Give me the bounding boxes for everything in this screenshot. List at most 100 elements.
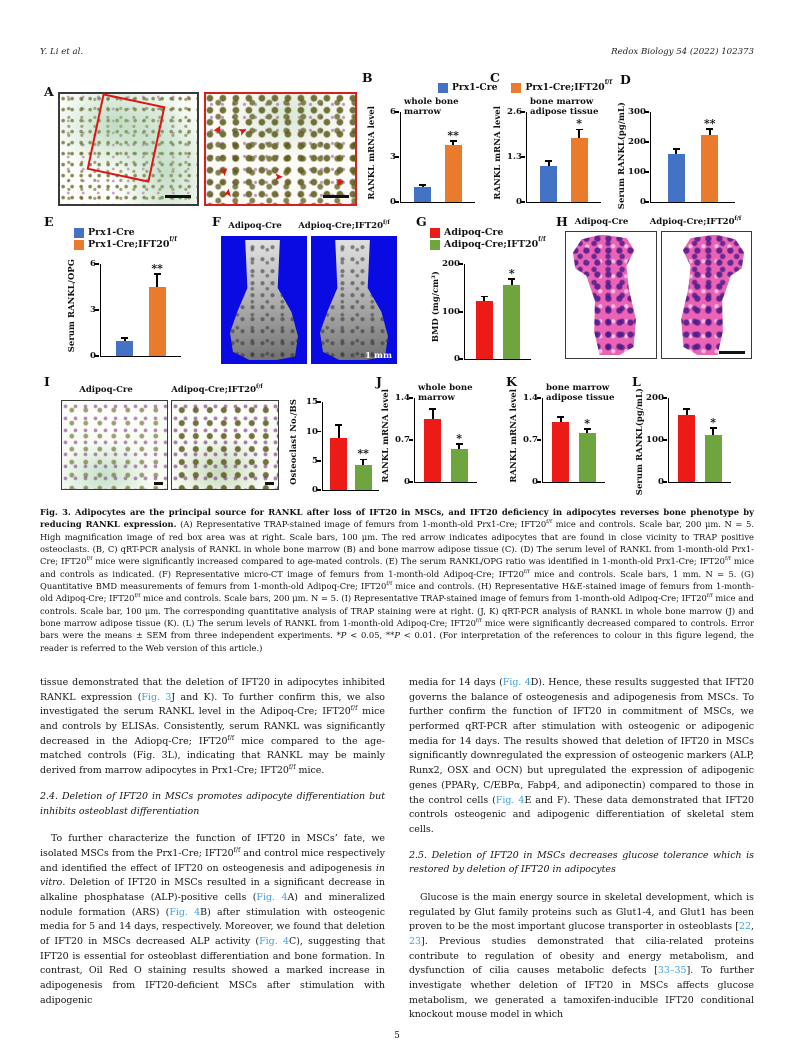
legend-swatch-icon: [438, 83, 448, 93]
tick-label: 200: [646, 393, 664, 404]
tick-label: 0: [312, 485, 318, 496]
citation-link[interactable]: Fig. 4: [495, 794, 525, 806]
significance-stars: **: [704, 117, 716, 131]
tick-label: 0.7: [523, 435, 538, 446]
body-paragraph: media for 14 days (Fig. 4D). Hence, thes…: [409, 677, 754, 835]
tick-mark: [536, 397, 541, 399]
red-arrow-icon: ➤: [334, 175, 345, 189]
scale-bar: [719, 350, 745, 354]
error-bar-cap: [508, 278, 516, 280]
significance-stars: **: [357, 447, 369, 461]
y-axis-label: RANKL mRNA level: [366, 105, 376, 200]
running-journal: Redox Biology 54 (2022) 102373: [611, 47, 754, 57]
tick-label: 6: [90, 259, 96, 270]
superscript: f/f: [546, 519, 552, 526]
bar-Prx1-Cre: [540, 165, 558, 202]
tick-label: 6: [390, 107, 396, 118]
panel-h-labels: Adipoq-Cre Adpioq-Cre;IFT20f/f: [564, 216, 752, 227]
error-bar: [124, 338, 126, 341]
citation-link[interactable]: Fig. 4: [259, 936, 289, 947]
he-mutant: [660, 231, 752, 359]
legend-item: Prx1-Cre: [438, 82, 497, 93]
panel-letter-i: I: [44, 374, 50, 389]
panel-a-trap-image: [58, 92, 199, 206]
error-bar: [712, 428, 714, 435]
error-bar: [432, 410, 434, 419]
citation-link[interactable]: Fig. 3: [141, 691, 172, 703]
bar-Adipoq-Cre: [424, 419, 442, 482]
page-number: 5: [394, 1031, 400, 1041]
citation-link[interactable]: 22: [738, 921, 751, 933]
superscript: f/f: [233, 846, 241, 854]
chart-c-rankl-adipose: RANKL mRNA level 0 1.3 2.6 * bone marrow adip…: [492, 97, 601, 207]
y-axis-label: RANKL mRNA level: [492, 105, 502, 200]
scale-bar: [265, 482, 274, 485]
error-bar-cap: [557, 416, 565, 418]
error-bar-cap: [419, 183, 427, 186]
red-arrow-icon: ➤: [217, 164, 232, 179]
tick-label: 0.7: [395, 435, 410, 446]
tick-label: 10: [306, 426, 318, 437]
scale-bar: [323, 194, 349, 198]
tick-label: 0: [532, 477, 538, 488]
citation-link[interactable]: 23: [409, 936, 422, 947]
tick-mark: [458, 263, 463, 265]
bar-Prx1-Cre: [667, 154, 685, 202]
tick-mark: [644, 171, 649, 173]
legend-swatch-icon: [511, 83, 522, 93]
superscript: f/f: [725, 556, 731, 563]
legend-panel-e: Prx1-Cre Prx1-Cre;IFT20 f/f: [74, 227, 419, 251]
tick-label: 100: [442, 306, 460, 317]
image-label: Adipoq-Cre;IFT20f/f: [171, 384, 263, 395]
red-arrow-icon: ➤: [222, 187, 236, 198]
legend-item: Prx1-Cre: [74, 227, 419, 238]
citation-link[interactable]: Fig. 4: [502, 677, 531, 688]
panel-h-he-image: [565, 231, 752, 359]
chart-k-rankl-adipose: RANKL mRNA level 0 0.7 1.4 * bone marrow adip…: [508, 383, 615, 486]
section-heading: 2.4. Deletion of IFT20 in MSCs promotes …: [40, 790, 385, 817]
superscript: f/f: [475, 618, 482, 625]
bar-Prx1-Cre;IFT20f/f: [570, 137, 588, 202]
tick-label: 0: [640, 197, 646, 208]
error-bar: [338, 426, 340, 439]
error-bar-cap: [672, 147, 680, 150]
tick-label: 1.4: [523, 393, 538, 404]
error-bar-cap: [121, 337, 129, 339]
legend-item: Adipoq-Cre;IFT20 f/f: [430, 237, 775, 251]
panel-i-labels: Adipoq-Cre Adipoq-Cre;IFT20f/f: [60, 384, 282, 395]
panel-f-microct-image: 1 mm: [221, 236, 397, 364]
body-column-right: media for 14 days (Fig. 4D). Hence, thes…: [409, 676, 754, 1023]
citation-link[interactable]: 33–35: [657, 965, 687, 977]
bar-Adipoq-Cre: [678, 414, 696, 482]
significance-stars: *: [576, 117, 583, 131]
tick-label: 5: [312, 456, 318, 467]
figure-caption: Fig. 3. Adipocytes are the principal sou…: [40, 507, 755, 653]
legend-swatch-icon: [430, 228, 440, 238]
y-axis-label: RANKL mRNA level: [380, 388, 390, 483]
tick-label: 200: [442, 259, 460, 270]
tick-label: 3: [390, 152, 396, 163]
panel-letter-k: K: [506, 374, 517, 389]
significance-stars: **: [151, 261, 163, 275]
legend-swatch-icon: [74, 240, 84, 251]
y-axis-label: Serum RANKL(pg/mL): [634, 388, 644, 496]
tick-mark: [662, 481, 667, 483]
citation-link[interactable]: Fig. 4: [169, 906, 201, 918]
error-bar-cap: [709, 427, 717, 429]
bar-Adipoq-Cre;IFT20f/f: [578, 432, 596, 482]
y-axis-label: BMD (mg/cm³): [430, 271, 440, 343]
scale-label: 1 mm: [365, 351, 392, 361]
citation-link[interactable]: Fig. 4: [256, 891, 288, 903]
bar-Prx1-Cre;IFT20f/f: [148, 287, 166, 356]
tick-label: 15: [306, 397, 318, 408]
error-bar: [422, 185, 424, 187]
running-header: Y. Li et al. Redox Biology 54 (2022) 102…: [40, 47, 754, 57]
chart-l-serum-rankl: Serum RANKL(pg/mL) 0 100 200 *: [634, 388, 731, 495]
tick-label: 0: [454, 354, 460, 365]
running-author: Y. Li et al.: [40, 47, 84, 57]
tick-mark: [662, 439, 667, 441]
red-arrow-icon: ➤: [211, 123, 226, 136]
superscript: f/f: [350, 705, 358, 713]
tick-mark: [316, 430, 321, 433]
panel-i-trap-mutant: [171, 400, 279, 490]
